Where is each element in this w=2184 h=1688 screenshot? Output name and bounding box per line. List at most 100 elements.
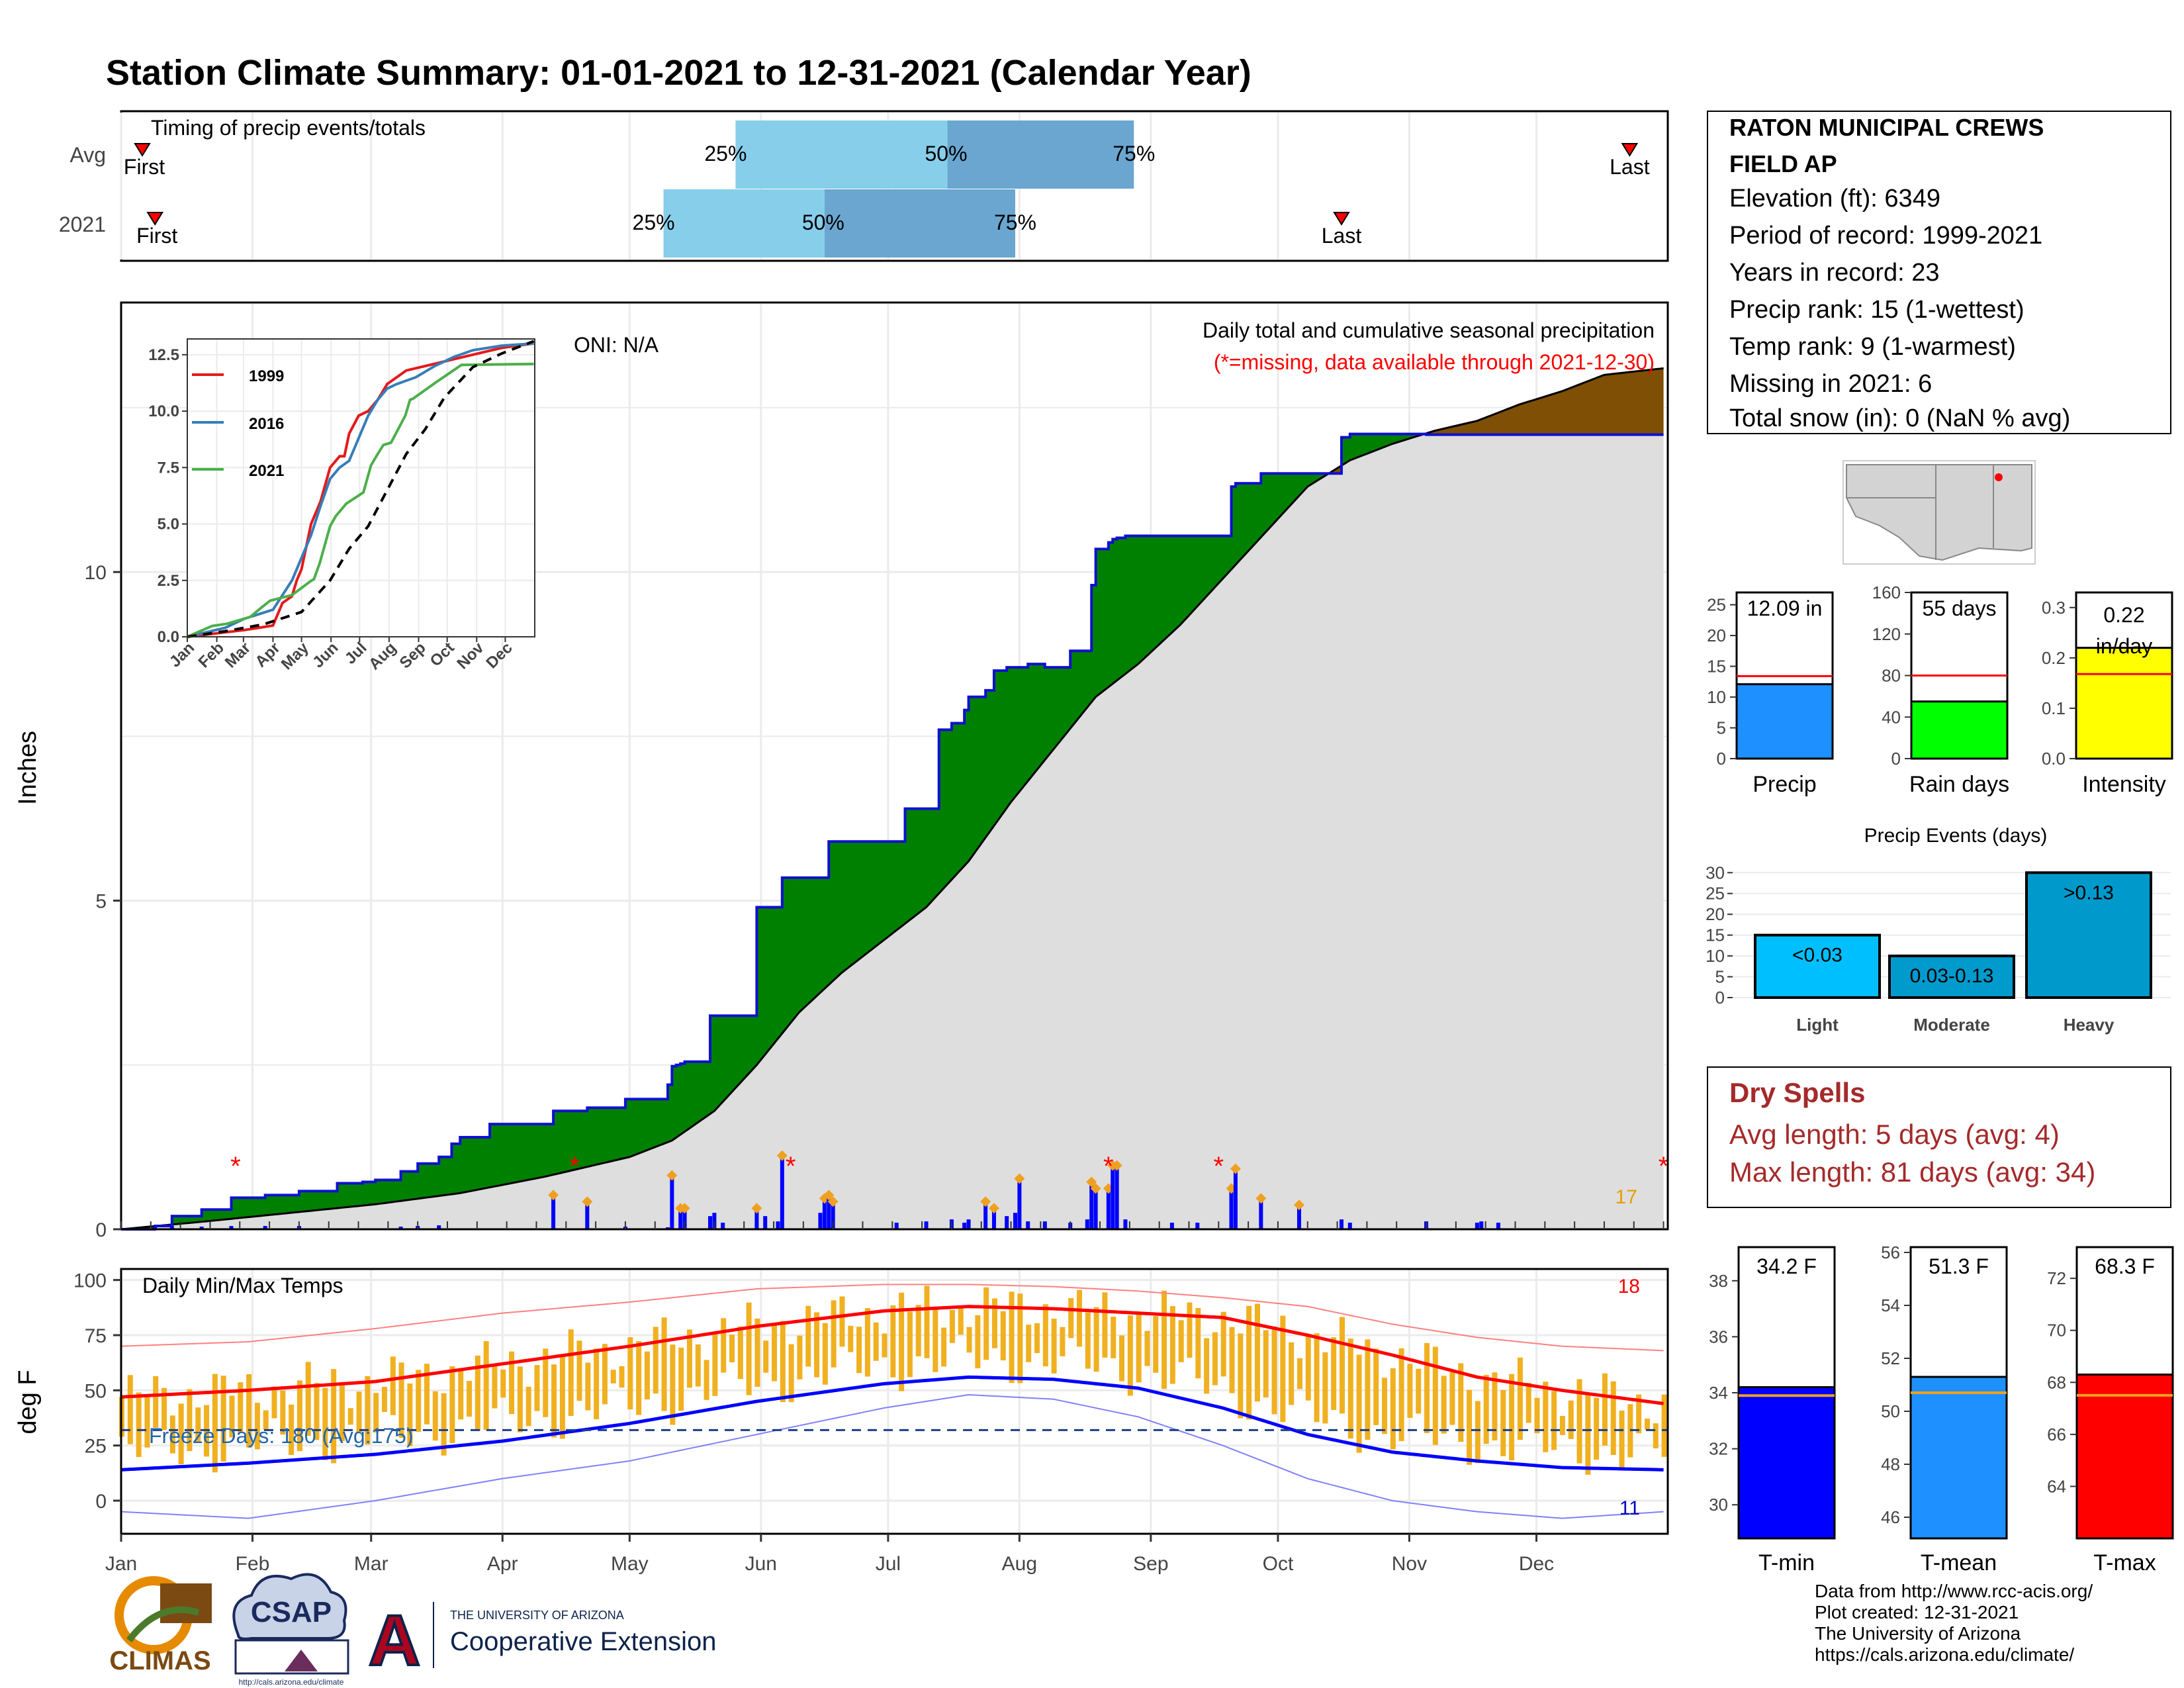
events-tick-label: 0	[1715, 988, 1725, 1008]
missing-note: (*=missing, data available through 2021-…	[1214, 350, 1655, 374]
locator-map	[1843, 460, 2036, 565]
precip-bar	[1229, 1190, 1234, 1229]
csap-logo: CSAP http://cals.arizona.edu/climate	[232, 1573, 349, 1687]
temp-range-bar	[941, 1327, 947, 1367]
temp-range-bar	[424, 1364, 430, 1425]
precip-bar	[1233, 1170, 1238, 1229]
precip-event-marker	[666, 1170, 678, 1181]
tmean-summary-label: T-mean	[1921, 1550, 1997, 1575]
temp-summary-tick-label: 46	[1881, 1507, 1900, 1527]
temp-range-bar	[1458, 1363, 1464, 1442]
precip-bar	[678, 1209, 683, 1229]
event-bar-heavy	[2025, 871, 2152, 999]
temp-range-bar	[136, 1392, 142, 1458]
temp-range-bar	[822, 1323, 828, 1385]
precip-frame	[120, 301, 1669, 1231]
csap-url: http://cals.arizona.edu/climate	[239, 1677, 344, 1687]
min-count-label: 11	[1619, 1497, 1640, 1519]
events-tick-label: 10	[1706, 946, 1725, 966]
events-bars: <0.03 0.03-0.13 >0.13 Light Moderate Hea…	[1754, 871, 2152, 1035]
temp-summary-tick-label: 72	[2047, 1268, 2066, 1288]
event-text-heavy: >0.13	[2064, 882, 2114, 904]
temp-summary-bars: 30 32 34 36 38 34.2 F T-min 46 48 50 52 54 56 51.…	[1709, 1243, 2174, 1575]
temp-range-bar	[1068, 1298, 1074, 1338]
temp-range-bar	[1594, 1397, 1600, 1460]
precip-bar	[962, 1223, 967, 1229]
temp-range-bar	[754, 1318, 760, 1387]
page-title: Station Climate Summary: 01-01-2021 to 1…	[106, 53, 1251, 93]
precip-events-chart: Precip Events (days) <0.03 0.03-0.13 >0.…	[1706, 825, 2171, 1035]
climas-logo-text: CLIMAS	[109, 1646, 210, 1675]
temp-range-bar	[670, 1344, 676, 1425]
month-label: May	[611, 1553, 649, 1575]
temp-range-bar	[602, 1344, 608, 1405]
event-label-heavy: Heavy	[2064, 1015, 2115, 1035]
temp-range-bar	[1331, 1337, 1337, 1410]
temp-range-bar	[907, 1311, 913, 1378]
temp-y-axis: 0 25 50 75 100	[73, 1270, 121, 1513]
temp-range-bar	[839, 1296, 845, 1347]
temp-range-bar	[271, 1386, 277, 1419]
temp-range-bar	[805, 1305, 811, 1367]
temp-range-bar	[381, 1387, 387, 1412]
climas-logo-swoosh	[126, 1606, 200, 1643]
temp-range-bar	[1297, 1358, 1302, 1389]
temp-range-bar	[686, 1329, 692, 1388]
temp-range-bar	[695, 1344, 701, 1387]
precip-bar	[1089, 1183, 1094, 1229]
precip-bar	[1042, 1221, 1047, 1229]
precip-y-tick-label: 10	[85, 562, 107, 584]
temp-summary-tick-label: 66	[2047, 1425, 2066, 1444]
temp-range-bar	[864, 1308, 870, 1377]
timing-2021-first-label: First	[136, 224, 177, 248]
temp-range-bar	[585, 1362, 591, 1411]
inset-line-1999	[187, 342, 534, 638]
summary-tick-label: 0	[1891, 749, 1901, 769]
precip-bar	[551, 1196, 556, 1229]
timing-panel: Timing of precip events/totals Avg 2021 …	[59, 110, 1669, 262]
temp-range-bar	[949, 1310, 955, 1343]
temp-range-bar	[1467, 1389, 1473, 1465]
temp-range-bar	[619, 1366, 625, 1388]
climas-logo-block	[160, 1583, 212, 1623]
temp-range-bar	[1042, 1304, 1048, 1367]
summary-tick-label: 160	[1872, 583, 1901, 602]
event-label-light: Light	[1796, 1015, 1839, 1035]
csap-cloud-icon	[232, 1573, 347, 1640]
temp-range-bar	[856, 1327, 862, 1374]
intensity-summary-axis: 0.0 0.1 0.2 0.3	[2042, 598, 2076, 769]
month-label: Oct	[1263, 1553, 1294, 1575]
precip-bar	[818, 1213, 823, 1229]
temp-range-bar	[1111, 1316, 1116, 1358]
timing-avg-last-label: Last	[1610, 155, 1650, 179]
temp-range-bar	[305, 1362, 311, 1436]
month-label: Sep	[1133, 1553, 1168, 1575]
tmean-summary-bar	[1909, 1376, 2008, 1540]
temp-range-bar	[924, 1286, 930, 1358]
month-label: Jul	[876, 1553, 901, 1575]
record-low-line	[120, 1393, 1664, 1519]
climas-logo: CLIMAS	[109, 1576, 212, 1675]
temp-range-bar	[229, 1395, 235, 1438]
temp-range-bar	[458, 1369, 464, 1420]
temp-range-bar	[848, 1325, 854, 1352]
precip-bar	[780, 1156, 784, 1229]
precip-event-marker	[980, 1196, 991, 1207]
event-bar-moderate	[1888, 955, 2015, 1000]
temp-range-bar	[1543, 1382, 1549, 1452]
precip-surplus-area	[171, 434, 1422, 1225]
event-label-moderate: Moderate	[1913, 1015, 1990, 1035]
temp-range-bar	[492, 1365, 498, 1409]
precip-bar	[712, 1213, 717, 1229]
ua-logo-line1: THE UNIVERSITY OF ARIZONA	[450, 1609, 624, 1622]
temp-range-bar	[1220, 1311, 1226, 1377]
month-label: Jun	[745, 1553, 777, 1575]
inset-y-tick-label: 2.5	[158, 572, 179, 590]
temp-range-bar	[483, 1341, 489, 1430]
temp-range-bar	[763, 1340, 769, 1373]
month-axis: Jan Feb Mar Apr May Jun Jul Aug Sep Oct Nov Dec	[105, 1534, 1554, 1575]
temp-range-bar	[347, 1408, 353, 1425]
temp-range-bar	[398, 1362, 404, 1438]
dry-spells-frame	[1707, 1066, 2171, 1208]
